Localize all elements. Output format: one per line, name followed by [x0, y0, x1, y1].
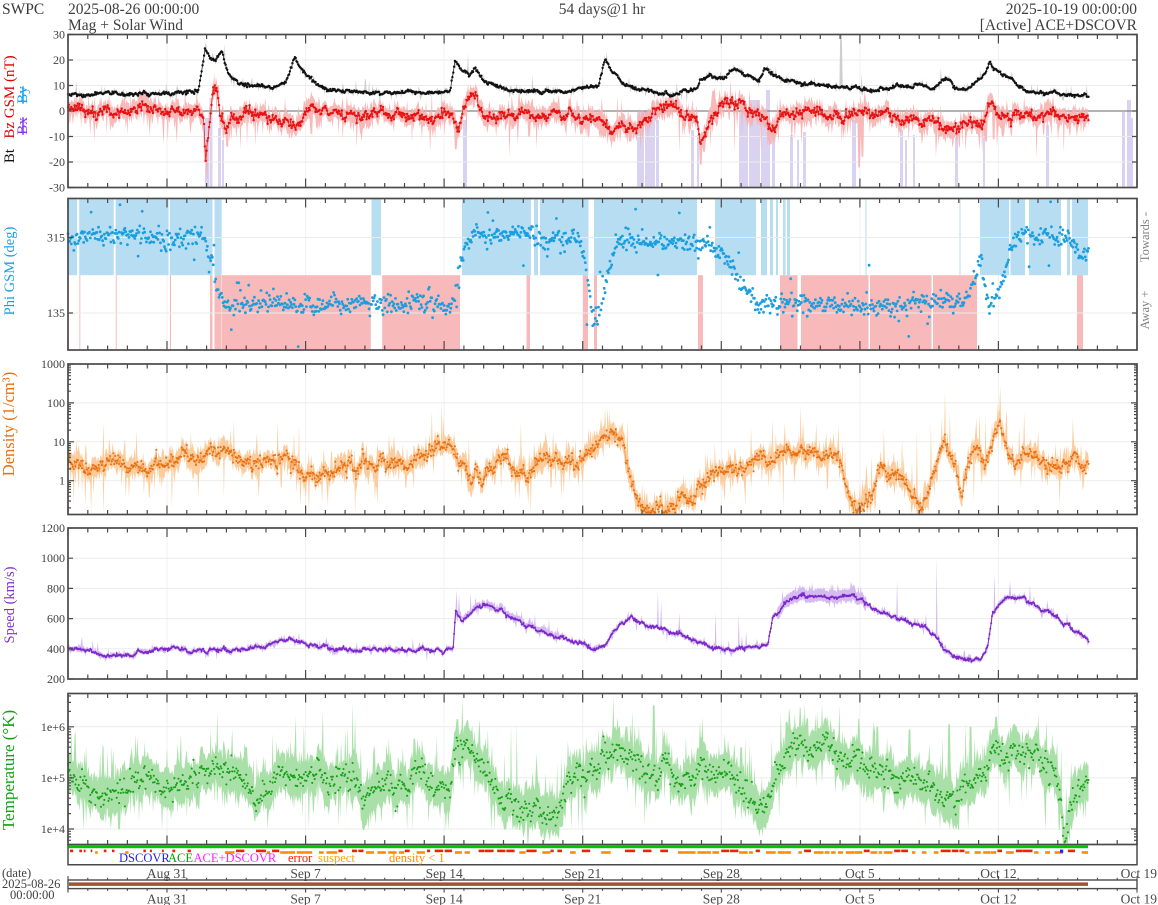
- svg-text:135: 135: [47, 306, 65, 320]
- svg-text:20: 20: [53, 53, 65, 67]
- svg-text:SWPC: SWPC: [2, 1, 44, 18]
- svg-text:Oct 19: Oct 19: [1121, 866, 1158, 881]
- svg-text:Sep 28: Sep 28: [703, 892, 740, 905]
- svg-text:Bz GSM (nT): Bz GSM (nT): [2, 55, 18, 138]
- svg-text:Oct 12: Oct 12: [980, 892, 1016, 905]
- svg-text:-20: -20: [49, 155, 65, 169]
- svg-text:Speed (km/s): Speed (km/s): [2, 566, 18, 643]
- svg-text:density < 1: density < 1: [389, 851, 445, 865]
- svg-text:Away +: Away +: [1138, 291, 1152, 330]
- svg-text:600: 600: [47, 612, 65, 626]
- svg-text:Sep 28: Sep 28: [703, 866, 740, 881]
- svg-text:By: By: [15, 86, 31, 104]
- svg-text:0: 0: [59, 104, 65, 118]
- svg-text:1000: 1000: [41, 551, 65, 565]
- svg-text:Sep 14: Sep 14: [426, 892, 463, 905]
- svg-text:Density (1/cm³): Density (1/cm³): [0, 372, 18, 476]
- svg-text:Phi GSM (deg): Phi GSM (deg): [2, 227, 18, 316]
- svg-text:error: error: [288, 851, 313, 865]
- svg-text:Sep 7: Sep 7: [290, 892, 321, 905]
- svg-text:Oct 5: Oct 5: [845, 866, 875, 881]
- svg-text:ACE: ACE: [168, 851, 193, 865]
- svg-text:54 days@1 hr: 54 days@1 hr: [559, 1, 646, 18]
- svg-text:Bt: Bt: [2, 148, 18, 163]
- svg-text:30: 30: [53, 28, 65, 42]
- svg-text:10: 10: [53, 79, 65, 93]
- svg-text:1e+6: 1e+6: [41, 720, 65, 734]
- svg-text:100: 100: [47, 396, 65, 410]
- svg-text:1000: 1000: [41, 357, 65, 371]
- svg-text:10: 10: [53, 435, 65, 449]
- svg-text:200: 200: [47, 672, 65, 686]
- svg-text:Sep 21: Sep 21: [564, 866, 601, 881]
- svg-text:Temperature (°K): Temperature (°K): [0, 710, 18, 830]
- svg-text:1200: 1200: [41, 521, 65, 535]
- svg-text:DSCOVR: DSCOVR: [119, 851, 170, 865]
- svg-text:2025-08-26: 2025-08-26: [2, 877, 60, 891]
- svg-text:2025-08-26 00:00:00: 2025-08-26 00:00:00: [68, 1, 200, 18]
- svg-text:1e+5: 1e+5: [41, 771, 65, 785]
- svg-text:Sep 21: Sep 21: [564, 892, 601, 905]
- svg-text:Oct 12: Oct 12: [980, 866, 1016, 881]
- svg-text:1e+4: 1e+4: [41, 822, 65, 836]
- svg-text:400: 400: [47, 642, 65, 656]
- svg-text:[Active] ACE+DSCOVR: [Active] ACE+DSCOVR: [980, 17, 1138, 34]
- svg-text:Sep 14: Sep 14: [426, 866, 463, 881]
- svg-text:Bx: Bx: [15, 117, 31, 135]
- svg-text:Mag + Solar Wind: Mag + Solar Wind: [68, 17, 183, 34]
- svg-text:-30: -30: [49, 181, 65, 195]
- svg-text:ACE+DSCOVR: ACE+DSCOVR: [194, 851, 277, 865]
- svg-text:2025-10-19 00:00:00: 2025-10-19 00:00:00: [1006, 1, 1138, 18]
- svg-text:1: 1: [59, 474, 65, 488]
- svg-text:Towards -: Towards -: [1138, 212, 1152, 262]
- svg-text:Oct 5: Oct 5: [845, 892, 875, 905]
- svg-text:suspect: suspect: [318, 851, 355, 865]
- svg-text:800: 800: [47, 581, 65, 595]
- svg-text:315: 315: [47, 231, 65, 245]
- svg-text:Oct 19: Oct 19: [1121, 892, 1158, 905]
- svg-text:00:00:00: 00:00:00: [10, 888, 54, 902]
- svg-text:Aug 31: Aug 31: [147, 892, 187, 905]
- svg-text:Sep 7: Sep 7: [290, 866, 321, 881]
- svg-text:Aug 31: Aug 31: [147, 866, 187, 881]
- svg-text:-10: -10: [49, 130, 65, 144]
- svg-text:(date): (date): [2, 866, 31, 880]
